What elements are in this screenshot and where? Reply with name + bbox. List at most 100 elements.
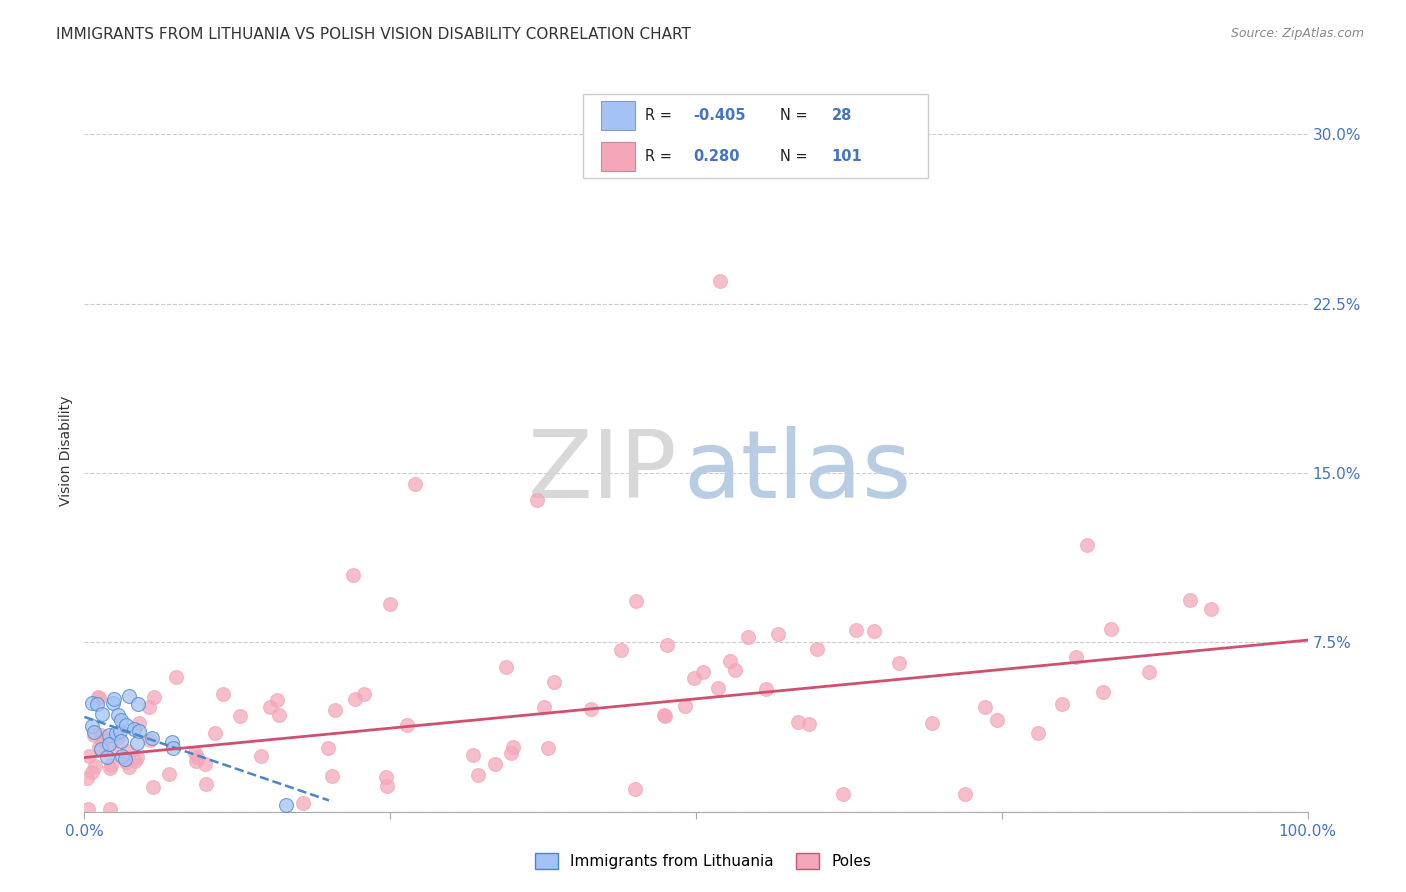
Point <box>887 656 910 670</box>
Point <box>87 691 110 706</box>
Point <box>533 700 555 714</box>
Point <box>269 707 291 722</box>
Point <box>537 741 560 756</box>
Point <box>863 624 886 638</box>
Point <box>709 274 731 288</box>
Text: 101: 101 <box>831 149 862 164</box>
Point <box>128 715 150 730</box>
Point <box>683 671 706 685</box>
Point <box>128 724 150 739</box>
Point <box>108 724 131 739</box>
Point <box>624 594 647 608</box>
Point <box>737 631 759 645</box>
Text: Source: ZipAtlas.com: Source: ZipAtlas.com <box>1230 27 1364 40</box>
Point <box>624 782 647 797</box>
Point <box>160 735 183 749</box>
Point <box>353 687 375 701</box>
Point <box>76 772 98 786</box>
Point <box>1180 593 1202 607</box>
Point <box>499 746 522 760</box>
Point <box>1076 538 1098 552</box>
Point <box>80 696 103 710</box>
Point <box>321 769 343 783</box>
Point <box>1137 665 1160 679</box>
Point <box>90 728 112 742</box>
Point <box>90 734 112 748</box>
Text: IMMIGRANTS FROM LITHUANIA VS POLISH VISION DISABILITY CORRELATION CHART: IMMIGRANTS FROM LITHUANIA VS POLISH VISI… <box>56 27 692 42</box>
Point <box>96 750 118 764</box>
Point <box>162 741 184 756</box>
Text: N =: N = <box>780 108 813 123</box>
Point <box>654 707 676 722</box>
Point <box>84 759 107 773</box>
Point <box>127 750 149 764</box>
Point <box>266 693 288 707</box>
Point <box>799 717 821 731</box>
Point <box>610 643 633 657</box>
Point <box>83 728 105 742</box>
Point <box>323 703 346 717</box>
Point <box>374 770 396 784</box>
Point <box>124 754 146 768</box>
Point <box>100 741 122 756</box>
Point <box>581 702 603 716</box>
Point <box>76 802 98 816</box>
Point <box>673 699 696 714</box>
Point <box>107 731 129 746</box>
Point <box>461 747 484 762</box>
Point <box>1199 601 1222 615</box>
Point <box>467 767 489 781</box>
Point <box>259 699 281 714</box>
Point <box>953 787 976 801</box>
Point <box>194 777 217 791</box>
Point <box>125 735 148 749</box>
Point <box>404 477 426 491</box>
Text: R =: R = <box>645 149 678 164</box>
Point <box>1101 622 1123 636</box>
Point <box>229 708 252 723</box>
Text: 28: 28 <box>831 108 852 123</box>
Point <box>118 690 141 704</box>
Point <box>344 692 367 706</box>
Point <box>80 765 103 780</box>
Bar <box>600 102 636 130</box>
Point <box>543 675 565 690</box>
Point <box>115 755 138 769</box>
Point <box>107 707 129 722</box>
Point <box>495 660 517 674</box>
Point <box>90 707 112 722</box>
Point <box>79 748 101 763</box>
Point <box>96 732 118 747</box>
Point <box>111 749 134 764</box>
Point <box>89 739 111 754</box>
Text: 0.280: 0.280 <box>693 149 740 164</box>
Point <box>655 638 678 652</box>
Point <box>692 665 714 679</box>
Point <box>98 737 121 751</box>
Point <box>380 597 402 611</box>
Point <box>755 682 778 697</box>
Point <box>114 717 136 731</box>
Point <box>342 567 364 582</box>
Point <box>141 731 163 745</box>
Point <box>138 699 160 714</box>
Point <box>87 690 110 704</box>
Point <box>395 718 418 732</box>
Point <box>101 696 124 710</box>
Point <box>921 716 943 731</box>
Point <box>249 749 271 764</box>
Legend: Immigrants from Lithuania, Poles: Immigrants from Lithuania, Poles <box>529 847 877 875</box>
Point <box>375 779 398 793</box>
Point <box>127 698 149 712</box>
Point <box>212 687 235 701</box>
Point <box>831 787 853 801</box>
Point <box>114 752 136 766</box>
Point <box>724 663 747 677</box>
Point <box>157 767 180 781</box>
Point <box>98 761 121 775</box>
Point <box>103 691 125 706</box>
Point <box>115 744 138 758</box>
Point <box>184 747 207 761</box>
Point <box>184 754 207 768</box>
Point <box>986 714 1008 728</box>
